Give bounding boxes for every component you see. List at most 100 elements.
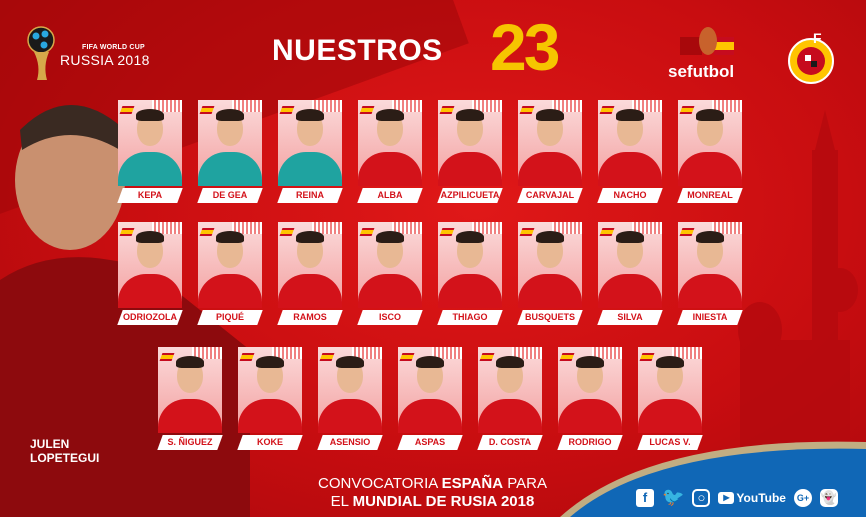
sefutbol-trophy-flag-icon <box>680 27 734 55</box>
player-shirt <box>478 399 542 433</box>
spain-flag-icon <box>639 353 655 361</box>
stripes-decoration <box>392 100 422 112</box>
stripes-decoration <box>552 100 582 112</box>
rfef-crest-logo: F <box>788 30 834 84</box>
player-hair <box>696 109 724 121</box>
player-hair <box>616 231 644 243</box>
stripes-decoration <box>352 347 382 359</box>
facebook-icon[interactable]: f <box>636 488 654 507</box>
player-shirt <box>358 274 422 308</box>
player-name: AZPILICUETA <box>440 190 500 200</box>
coach-last-name: LOPETEGUI <box>30 451 100 465</box>
stripes-decoration <box>312 222 342 234</box>
player-name: LUCAS V. <box>649 437 691 447</box>
stripes-decoration <box>312 100 342 112</box>
player-photo <box>438 100 502 186</box>
player-hair <box>216 109 244 121</box>
page-title: NUESTROS <box>272 34 443 67</box>
player-photo <box>678 222 742 308</box>
player-shirt <box>678 274 742 308</box>
spain-flag-icon <box>119 228 135 236</box>
spain-flag-icon <box>279 228 295 236</box>
player-name: ASPAS <box>414 437 446 447</box>
player-hair <box>296 231 324 243</box>
player-name: RODRIGO <box>568 437 612 447</box>
player-shirt <box>518 274 582 308</box>
spain-flag-icon <box>359 228 375 236</box>
player-shirt <box>438 152 502 186</box>
player-shirt <box>238 399 302 433</box>
player-card: ASENSIO <box>317 347 383 451</box>
player-photo <box>518 222 582 308</box>
player-card: AZPILICUETA <box>437 100 503 204</box>
player-hair <box>536 109 564 121</box>
stripes-decoration <box>632 222 662 234</box>
spain-flag-icon <box>679 228 695 236</box>
player-card: ASPAS <box>397 347 463 451</box>
player-card: DE GEA <box>197 100 263 204</box>
player-card: S. ÑIGUEZ <box>157 347 223 451</box>
player-shirt <box>598 274 662 308</box>
youtube-play-icon: ▶ <box>718 491 735 504</box>
player-hair <box>296 109 324 121</box>
snapchat-icon[interactable]: 👻 <box>819 488 838 507</box>
spain-flag-icon <box>559 353 575 361</box>
world-cup-trophy-logo <box>27 26 55 80</box>
player-card: CARVAJAL <box>517 100 583 204</box>
player-photo <box>318 347 382 433</box>
twitter-icon[interactable]: 🐦 <box>662 487 685 507</box>
player-card: D. COSTA <box>477 347 543 451</box>
player-name: CARVAJAL <box>525 190 575 200</box>
player-hair <box>496 356 524 368</box>
player-name: D. COSTA <box>488 437 532 447</box>
stripes-decoration <box>512 347 542 359</box>
player-name: PIQUÉ <box>215 312 244 322</box>
player-hair <box>456 109 484 121</box>
stripes-decoration <box>632 100 662 112</box>
coach-photo <box>0 105 250 517</box>
youtube-label: YouTube <box>736 490 786 505</box>
player-name: BUSQUETS <box>524 312 575 322</box>
stripes-decoration <box>232 100 262 112</box>
player-name: RAMOS <box>293 312 327 322</box>
caption-text: CONVOCATORIA <box>318 475 442 492</box>
player-hair <box>576 356 604 368</box>
player-hair <box>696 231 724 243</box>
player-card: PIQUÉ <box>197 222 263 326</box>
player-name: ODRIOZOLA <box>123 312 177 322</box>
player-name: DE GEA <box>212 190 248 200</box>
social-links: f 🐦 ○ ▶ YouTube G+ 👻 <box>636 487 838 508</box>
spain-flag-icon <box>439 228 455 236</box>
player-card: LUCAS V. <box>637 347 703 451</box>
player-card: REINA <box>277 100 343 204</box>
wc-logo-top-text: FIFA WORLD CUP <box>82 44 145 51</box>
player-photo <box>638 347 702 433</box>
wc-logo-main-text: RUSSIA 2018 <box>60 52 150 68</box>
player-shirt <box>638 399 702 433</box>
spain-flag-icon <box>519 228 535 236</box>
player-card: ALBA <box>357 100 423 204</box>
stripes-decoration <box>392 222 422 234</box>
google-plus-icon[interactable]: G+ <box>793 488 812 507</box>
player-name: ASENSIO <box>329 437 371 447</box>
player-card: ISCO <box>357 222 423 326</box>
player-card: SILVA <box>597 222 663 326</box>
player-hair <box>176 356 204 368</box>
youtube-icon[interactable]: ▶ YouTube <box>718 491 786 505</box>
coach-first-name: JULEN <box>30 437 70 451</box>
stripes-decoration <box>672 347 702 359</box>
player-shirt <box>118 152 182 186</box>
player-photo <box>558 347 622 433</box>
instagram-icon[interactable]: ○ <box>692 488 711 507</box>
player-photo <box>198 222 262 308</box>
player-shirt <box>678 152 742 186</box>
player-hair <box>256 356 284 368</box>
spain-flag-icon <box>239 353 255 361</box>
player-shirt <box>198 274 262 308</box>
player-name: MONREAL <box>687 190 733 200</box>
player-name: REINA <box>295 190 324 200</box>
spain-flag-icon <box>439 106 455 114</box>
player-shirt <box>278 274 342 308</box>
spain-flag-icon <box>199 228 215 236</box>
